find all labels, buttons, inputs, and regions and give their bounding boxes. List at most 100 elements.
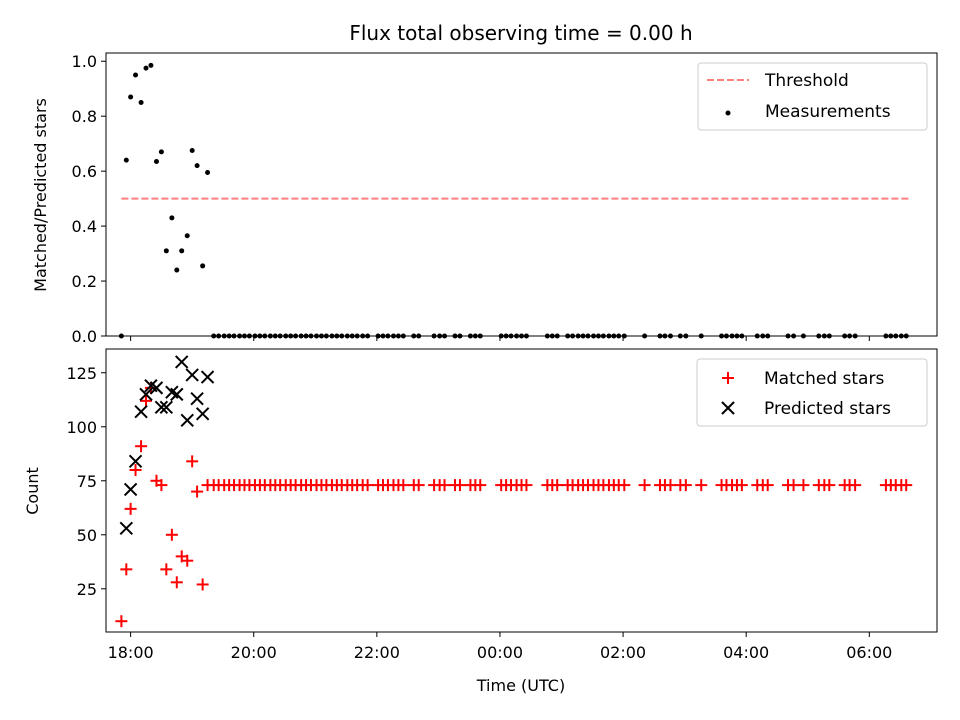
matched-star-point [196,578,209,591]
predicted-star-point [180,413,194,427]
chart-title: Flux total observing time = 0.00 h [349,21,692,45]
predicted-star-point [139,387,153,402]
ratio-y-tick-label: 0.6 [72,162,97,181]
legend-measurements-label: Measurements [765,102,891,122]
count-plot-frame [105,348,938,633]
predicted-star-point [190,391,204,406]
matched-star-point [412,479,425,492]
measurement-point [189,148,195,154]
matched-star-point [165,528,178,541]
x-tick-label: 18:00 [108,643,154,662]
ratio-plot-frame [105,52,938,337]
x-tick-label: 04:00 [723,643,769,662]
x-tick-label: 02:00 [600,643,646,662]
matched-star-point [679,479,692,492]
predicted-star-point [195,407,210,421]
matched-star-point [155,479,168,492]
measurement-point [169,215,175,221]
matched-star-point [453,479,466,492]
x-axis-label: Time (UTC) [476,676,565,695]
x-tick-label: 20:00 [231,643,277,662]
ratio-y-tick-label: 1.0 [72,52,97,71]
ratio-y-tick-label: 0.8 [72,107,97,126]
matched-star-point [181,554,194,567]
count-y-tick-label: 125 [66,364,97,383]
legend-matched-label: Matched stars [764,369,884,389]
matched-star-point [191,485,204,498]
predicted-star-point [170,387,184,402]
measurement-point [205,170,211,176]
matched-star-point [129,463,142,476]
x-tick-label: 22:00 [354,643,400,662]
matched-star-point [520,479,533,492]
measurement-point [163,248,169,254]
count-y-tick-label: 100 [66,418,97,437]
measurement-point [174,267,180,273]
matched-star-point [761,479,774,492]
measurement-point [133,72,139,78]
predicted-star-point [185,368,199,382]
measurement-point [179,248,185,254]
ratio-y-tick-label: 0.4 [72,217,97,236]
legend-predicted-label: Predicted stars [764,399,891,419]
ratio-legend: Threshold Measurements [697,62,928,131]
ratio-legend-box [697,62,928,131]
matched-star-point [186,455,199,468]
matched-star-point [144,381,157,394]
matched-star-point [823,479,836,492]
matched-star-point [170,576,183,589]
predicted-star-point [134,404,148,419]
predicted-star-point [175,355,189,369]
ratio-y-tick-label: 0.0 [72,327,97,346]
matched-star-point [124,502,137,515]
predicted-star-point [128,454,143,469]
measurement-point [138,99,144,105]
matched-star-point [551,479,564,492]
ratio-y-tick-label: 0.2 [72,272,97,291]
measurement-point [153,159,159,165]
matched-star-point [797,479,810,492]
matched-star-point [361,479,374,492]
predicted-star-point [149,381,164,395]
count-y-axis-label: Count [23,467,42,515]
ratio-y-axis-label: Matched/Predicted stars [31,98,50,292]
legend-matched-swatch [722,372,734,384]
predicted-star-point [200,370,215,384]
measurement-point [128,94,134,100]
matched-star-point [120,563,133,576]
matched-star-point [638,479,651,492]
ratio-panel: 0.0 0.2 0.4 0.6 0.8 1.0 Matched/Predicted sta… [31,52,938,346]
count-panel: 25 50 75 100 125 18:00 20:00 22:00 00:00 02:00 04… [23,348,938,695]
matched-star-point [135,440,148,453]
predicted-star-point [119,521,134,536]
matched-star-point [849,479,862,492]
matched-star-point [618,479,631,492]
matched-star-point [900,479,913,492]
measurement-point [200,263,206,269]
matched-star-point [160,563,173,576]
measurement-point [148,62,154,68]
matched-star-point [140,394,153,407]
count-y-tick-label: 25 [77,580,97,599]
predicted-star-point [123,482,138,497]
legend-measurements-swatch [725,110,731,116]
count-y-tick-label: 75 [77,472,97,491]
x-tick-label: 00:00 [477,643,523,662]
measurement-point [123,157,129,163]
matched-star-point [115,615,128,628]
count-legend-box [696,358,928,427]
measurement-point [143,65,149,71]
matched-star-point [438,479,451,492]
matched-star-point [695,479,708,492]
measurement-point [194,163,200,169]
legend-predicted-swatch [721,401,735,415]
legend-threshold-label: Threshold [764,71,849,91]
matched-star-point [474,479,487,492]
predicted-star-point [159,400,174,415]
measurement-point [184,233,190,239]
measurement-point [158,149,164,155]
x-tick-label: 06:00 [846,643,892,662]
count-y-tick-label: 50 [77,526,97,545]
predicted-star-point [154,400,169,415]
